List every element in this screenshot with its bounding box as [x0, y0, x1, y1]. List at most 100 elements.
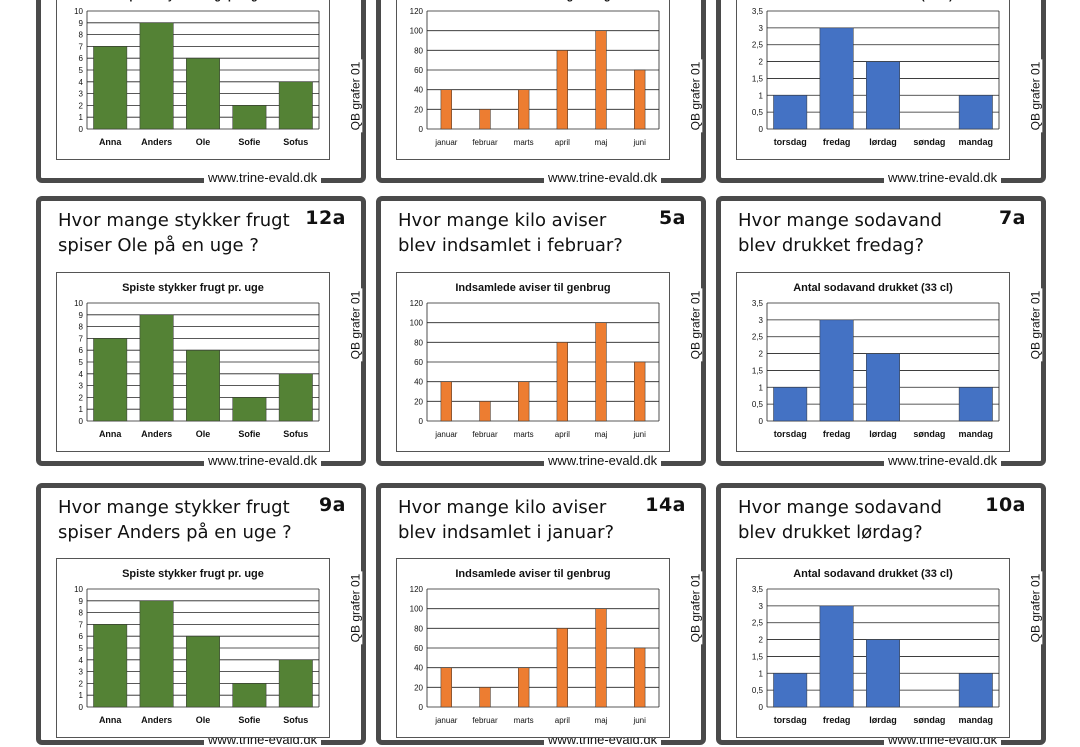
bar [479, 687, 491, 708]
chart-panel: Spiste stykker frugt pr. uge 0 1 2 3 4 5 6 7 8 9 10… [56, 558, 330, 738]
y-tick-label: 2,5 [752, 333, 764, 342]
card-id: 14a [645, 494, 686, 516]
x-tick-label: lørdag [869, 429, 897, 439]
y-tick-label: 60 [414, 644, 423, 653]
x-tick-label: februar [472, 138, 498, 147]
chart-panel: Indsamlede aviser til genbrug 0 20 40 60 80 10… [396, 0, 670, 160]
side-label: QB grafer 01 [1028, 288, 1043, 361]
card-question: Hvor mange sodavand blev drukket fredag? [738, 210, 942, 256]
bar-chart: Antal sodavand drukket (33 cl) 0 0,5 1 1,5 2 2… [752, 0, 1000, 147]
x-tick-label: Anna [99, 715, 122, 725]
bar [479, 401, 491, 422]
bar [819, 27, 854, 130]
bar [278, 659, 313, 708]
y-tick-label: 20 [414, 683, 423, 692]
bar [866, 639, 900, 708]
chart-title: Antal sodavand drukket (33 cl) [793, 568, 953, 580]
card-question: Hvor mange stykker frugt spiser Ole på e… [58, 210, 290, 256]
y-tick-label: 4 [79, 370, 84, 379]
x-tick-label: Ole [196, 715, 211, 725]
x-tick-label: torsdag [774, 715, 807, 725]
bar [773, 673, 808, 708]
x-tick-label: søndag [913, 137, 945, 147]
bar [866, 353, 900, 422]
x-tick-label: søndag [913, 715, 945, 725]
side-label: QB grafer 01 [688, 571, 703, 645]
y-tick-label: 100 [410, 319, 424, 328]
bar [819, 605, 854, 708]
chart-title: Antal sodavand drukket (33 cl) [793, 0, 953, 2]
y-tick-label: 7 [79, 620, 84, 629]
bar [139, 22, 174, 130]
bar-chart: Indsamlede aviser til genbrug 0 20 40 60 80 10… [410, 282, 660, 439]
bar [958, 673, 993, 708]
bar [93, 624, 128, 708]
y-tick-label: 1,5 [752, 652, 764, 661]
bar [634, 647, 646, 708]
x-tick-label: torsdag [774, 137, 807, 147]
x-tick-label: juni [632, 138, 646, 147]
footer-url: www.trine-evald.dk [884, 453, 1002, 468]
side-label: QB grafer 01 [688, 288, 703, 361]
y-tick-label: 3 [79, 382, 84, 391]
card-id: 5a [658, 207, 686, 229]
bar [773, 387, 808, 422]
footer-url: www.trine-evald.dk [884, 170, 1002, 185]
y-tick-label: 9 [79, 311, 84, 320]
bar [556, 50, 568, 130]
card-question: Hvor mange kilo aviser blev indsamlet i … [398, 497, 615, 543]
chart-panel: Antal sodavand drukket (33 cl) 0 0,5 1 1,5 2 2… [736, 0, 1010, 160]
x-tick-label: søndag [913, 429, 945, 439]
y-tick-label: 20 [414, 397, 423, 406]
y-tick-label: 2 [79, 393, 84, 402]
y-tick-label: 3 [759, 24, 764, 33]
y-tick-label: 2 [759, 636, 764, 645]
x-tick-label: mandag [959, 137, 994, 147]
chart-panel: Spiste stykker frugt pr. uge 0 1 2 3 4 5 6 7 8 9 10… [56, 272, 330, 452]
card-question: Hvor mange kilo aviser blev indsamlet i … [398, 210, 623, 256]
y-tick-label: 2,5 [752, 619, 764, 628]
y-tick-label: 3,5 [752, 299, 764, 308]
bar [139, 314, 174, 422]
card-id: 10a [985, 494, 1026, 516]
y-tick-label: 1 [79, 113, 84, 122]
y-tick-label: 40 [414, 378, 423, 387]
bar [440, 667, 452, 708]
footer-url: www.trine-evald.dk [544, 170, 662, 185]
x-tick-label: mandag [959, 429, 994, 439]
bar [479, 109, 491, 130]
y-tick-label: 4 [79, 656, 84, 665]
y-tick-label: 60 [414, 66, 423, 75]
bar [866, 61, 900, 130]
bar [634, 69, 646, 130]
bar [958, 387, 993, 422]
y-tick-label: 100 [410, 605, 424, 614]
bar [773, 95, 808, 130]
y-tick-label: 0 [419, 703, 424, 712]
x-tick-label: Anna [99, 429, 122, 439]
bar [278, 81, 313, 130]
y-tick-label: 40 [414, 86, 423, 95]
y-tick-label: 100 [410, 27, 424, 36]
x-tick-label: Anna [99, 137, 122, 147]
y-tick-label: 2 [79, 101, 84, 110]
x-tick-label: januar [434, 138, 458, 147]
y-tick-label: 3 [79, 90, 84, 99]
y-tick-label: 0,5 [752, 108, 764, 117]
chart-title: Spiste stykker frugt pr. uge [122, 282, 264, 294]
bar [595, 322, 607, 422]
bar [186, 635, 220, 708]
bar [556, 342, 568, 422]
bar [518, 89, 530, 130]
bar [186, 349, 220, 422]
x-tick-label: Sofus [283, 715, 308, 725]
y-tick-label: 6 [79, 346, 84, 355]
side-label: QB grafer 01 [688, 59, 703, 133]
bar [93, 338, 128, 422]
x-tick-label: maj [595, 138, 608, 147]
bar-chart: Indsamlede aviser til genbrug 0 20 40 60 80 10… [410, 0, 660, 147]
y-tick-label: 40 [414, 664, 423, 673]
side-label: QB grafer 01 [1028, 571, 1043, 645]
footer-url: www.trine-evald.dk [544, 453, 662, 468]
y-tick-label: 1 [759, 669, 764, 678]
